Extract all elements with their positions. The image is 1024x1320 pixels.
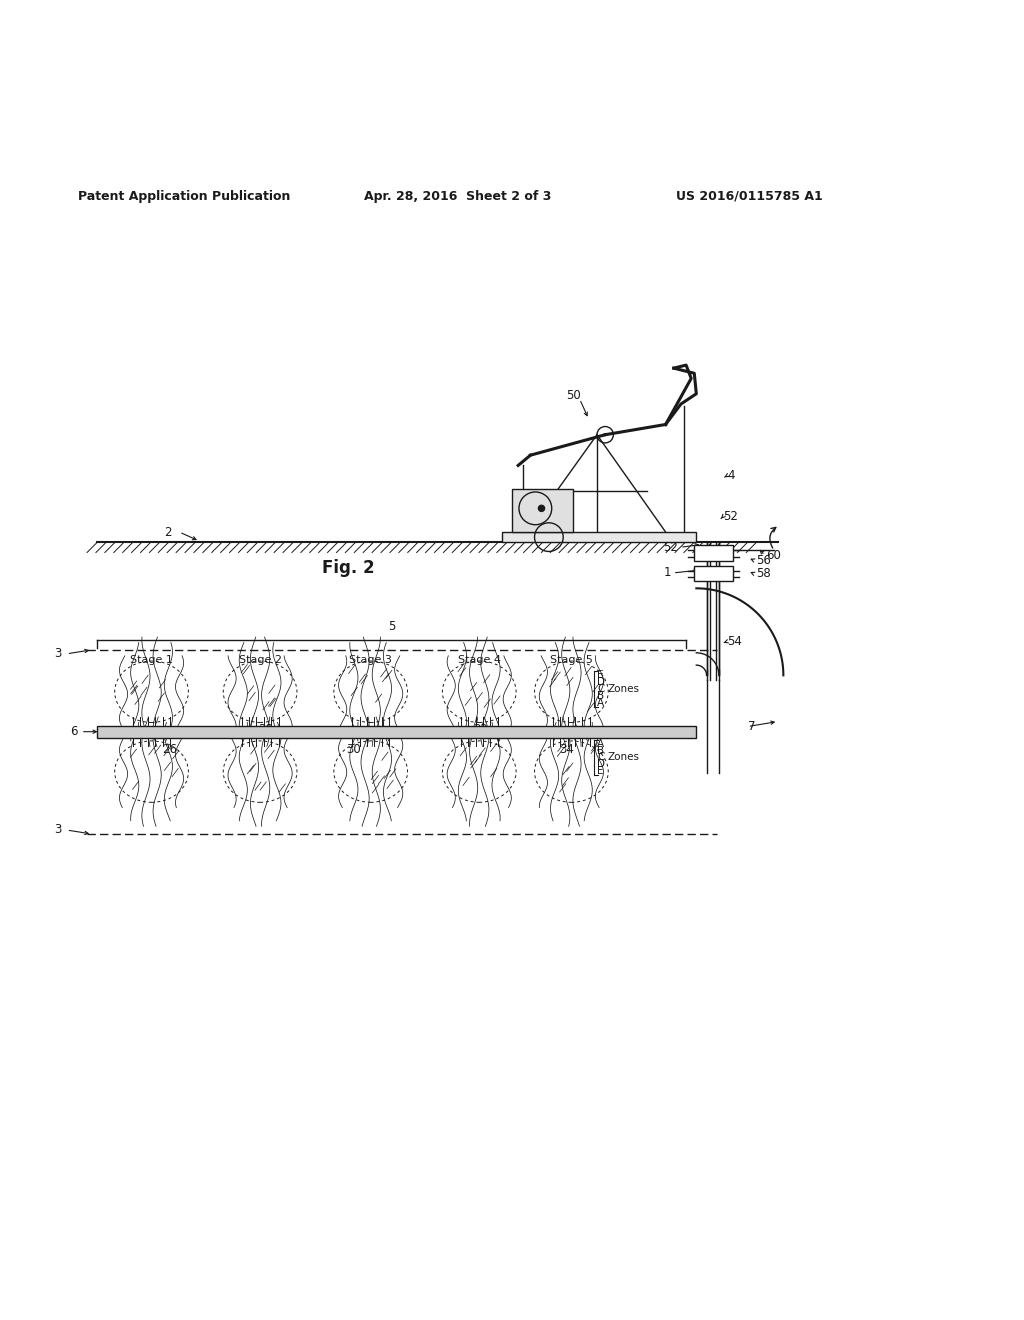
Bar — [694, 545, 733, 561]
Text: 2: 2 — [164, 525, 171, 539]
Text: US 2016/0115785 A1: US 2016/0115785 A1 — [676, 190, 822, 203]
Text: Stage 5: Stage 5 — [550, 655, 593, 665]
Bar — [512, 488, 573, 532]
Text: B: B — [597, 692, 604, 701]
Text: 1: 1 — [664, 566, 671, 579]
Text: Stage 4: Stage 4 — [458, 655, 501, 665]
Text: B: B — [597, 746, 604, 755]
Text: 30: 30 — [346, 743, 360, 755]
Text: Zones: Zones — [607, 684, 639, 694]
Text: 4: 4 — [727, 469, 734, 482]
Text: C: C — [597, 752, 604, 762]
Text: Fig. 2: Fig. 2 — [322, 558, 375, 577]
Text: 6: 6 — [71, 725, 78, 738]
Text: 3: 3 — [54, 824, 61, 837]
Text: 34: 34 — [559, 743, 574, 755]
Bar — [694, 566, 733, 581]
Text: Zones: Zones — [607, 752, 639, 762]
Text: Stage 2: Stage 2 — [239, 655, 282, 665]
Text: 26: 26 — [162, 743, 177, 755]
Text: 7: 7 — [748, 721, 755, 733]
Text: 52: 52 — [723, 510, 738, 523]
Text: 60: 60 — [766, 549, 781, 562]
Bar — [97, 726, 696, 738]
Text: Apr. 28, 2016  Sheet 2 of 3: Apr. 28, 2016 Sheet 2 of 3 — [364, 190, 551, 203]
Text: D: D — [597, 677, 605, 688]
Text: 58: 58 — [756, 568, 770, 581]
Text: 50: 50 — [566, 389, 581, 403]
Text: 28: 28 — [258, 723, 273, 737]
Text: D: D — [597, 759, 605, 770]
Text: E: E — [597, 766, 603, 776]
Circle shape — [539, 506, 545, 511]
Text: 54: 54 — [727, 635, 742, 648]
Text: 56: 56 — [756, 554, 771, 568]
Text: C: C — [597, 684, 604, 694]
Text: Stage 3: Stage 3 — [349, 655, 392, 665]
Text: 32: 32 — [473, 723, 488, 737]
Text: Stage 1: Stage 1 — [130, 655, 173, 665]
Text: 3: 3 — [54, 647, 61, 660]
Text: 5: 5 — [388, 619, 395, 632]
Text: A: A — [597, 739, 604, 748]
Bar — [502, 532, 696, 543]
Text: E: E — [597, 671, 603, 680]
Text: 52: 52 — [663, 541, 678, 554]
Text: A: A — [597, 698, 604, 708]
Text: Patent Application Publication: Patent Application Publication — [78, 190, 290, 203]
